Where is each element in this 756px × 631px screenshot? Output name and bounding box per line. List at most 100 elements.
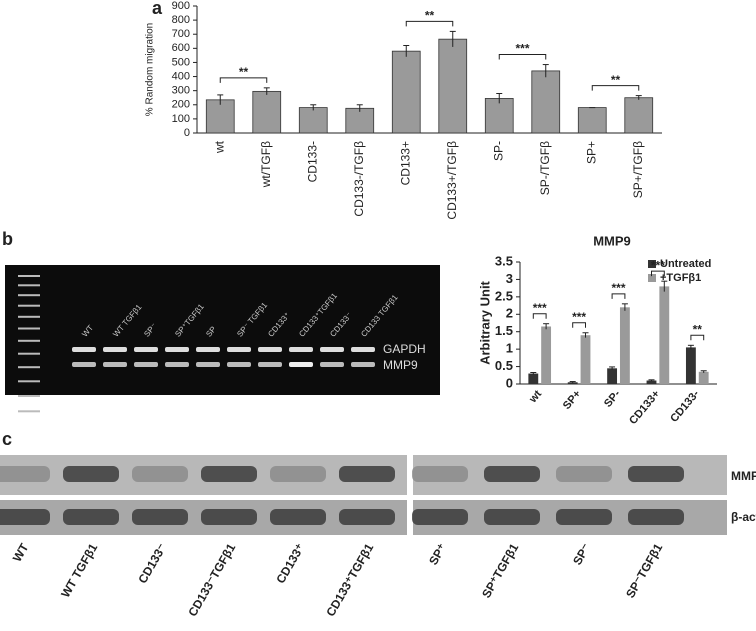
x-tick-label: SP+ [561,388,584,412]
blot-band [132,509,188,525]
bar [205,99,235,134]
bar [659,286,670,384]
y-tick-label: 400 [172,70,190,82]
ladder-band [18,284,40,287]
x-tick-label: CD133+ [398,141,412,185]
panel-label: b [2,229,13,249]
gel-band [320,362,344,367]
gel-band [351,347,375,352]
gel-image [5,265,440,395]
significance-label: *** [572,310,586,324]
x-tick-label: CD133+ [627,388,662,427]
y-tick-label: 100 [172,113,190,125]
chart-title: MMP9 [593,233,631,248]
significance-bracket [591,85,640,91]
bar [685,347,696,384]
band-label: β-actina [731,510,756,524]
legend-swatch [648,260,656,268]
bar [619,307,630,384]
gel-band [72,347,96,352]
y-tick-label: 900 [172,0,190,12]
significance-bracket [650,270,665,277]
bar [298,107,328,134]
lane-label: CD133⁻TGFβ1 [185,541,238,619]
x-tick-label: SP- [602,388,623,410]
y-axis-label: % Random migration [145,23,156,116]
blot-band [201,466,257,482]
y-tick-label: 3.5 [495,253,513,268]
x-tick-label: SP-/TGFβ [538,141,552,195]
x-tick-label: CD133-/TGFβ [352,141,366,217]
ladder-band [18,395,40,397]
blot-band [339,466,395,482]
bar [528,373,539,384]
gel-band [134,347,158,352]
y-tick-label: 800 [172,14,190,26]
legend-label: Untreated [660,258,711,270]
ladder-band [18,380,40,383]
significance-label: ** [425,9,435,23]
significance-bracket [572,322,587,328]
x-tick-label: SP- [491,141,505,161]
blot-band [556,509,612,525]
blot-band [63,509,119,525]
blot-band [339,509,395,525]
blot-band [132,466,188,482]
lane-label: WT [10,541,32,565]
ladder-band [18,339,40,342]
ladder-band [18,352,40,355]
lane-label: CD133⁻ [135,541,169,586]
bar [438,38,468,134]
blot-band [412,466,468,482]
significance-label: ** [611,73,621,87]
bar [607,368,618,384]
ladder-band [18,366,40,369]
significance-bracket [498,54,547,60]
y-tick-label: 500 [172,56,190,68]
x-tick-label: wt [527,388,545,406]
blot-band [0,466,50,482]
gel-band [227,362,251,367]
bar [484,98,514,134]
y-tick-label: 0 [506,375,513,390]
y-tick-label: 0 [184,127,190,139]
blot-band [0,509,50,525]
ladder-band [18,304,40,307]
gel-band [103,362,127,367]
lane-label: CD133⁺ [273,541,307,586]
y-tick-label: 0.5 [495,358,513,373]
significance-label: *** [651,258,665,272]
blot-band [270,466,326,482]
gel-band [103,347,127,352]
blot-band [556,466,612,482]
gel-band [165,362,189,367]
gel-band [196,347,220,352]
bar [624,97,654,134]
x-tick-label: CD133- [305,141,319,182]
significance-label: *** [515,42,529,56]
panel-label: c [2,429,12,449]
y-tick-label: 2.5 [495,288,513,303]
gel-band [227,347,251,352]
bar [391,50,421,134]
y-tick-label: 200 [172,99,190,111]
y-tick-label: 1.5 [495,323,513,338]
x-tick-label: CD133+/TGFβ [445,141,459,220]
blot-band [201,509,257,525]
y-tick-label: 3 [506,271,513,286]
x-tick-label: CD133- [668,388,702,425]
lane-label: WT TGFβ1 [58,541,100,600]
y-tick-label: 700 [172,28,190,40]
x-tick-label: SP+ [584,141,598,164]
bar [252,90,282,134]
lane-label: SP⁻TGFβ1 [623,541,665,601]
gel-band [258,362,282,367]
ladder-band [18,294,40,297]
bar [580,335,591,384]
blot-band [63,466,119,482]
lane-label: SP⁻ [570,541,593,567]
y-tick-label: 600 [172,42,190,54]
lane-label: SP⁺ [426,541,449,567]
x-tick-label: wt/TGFβ [259,141,273,188]
